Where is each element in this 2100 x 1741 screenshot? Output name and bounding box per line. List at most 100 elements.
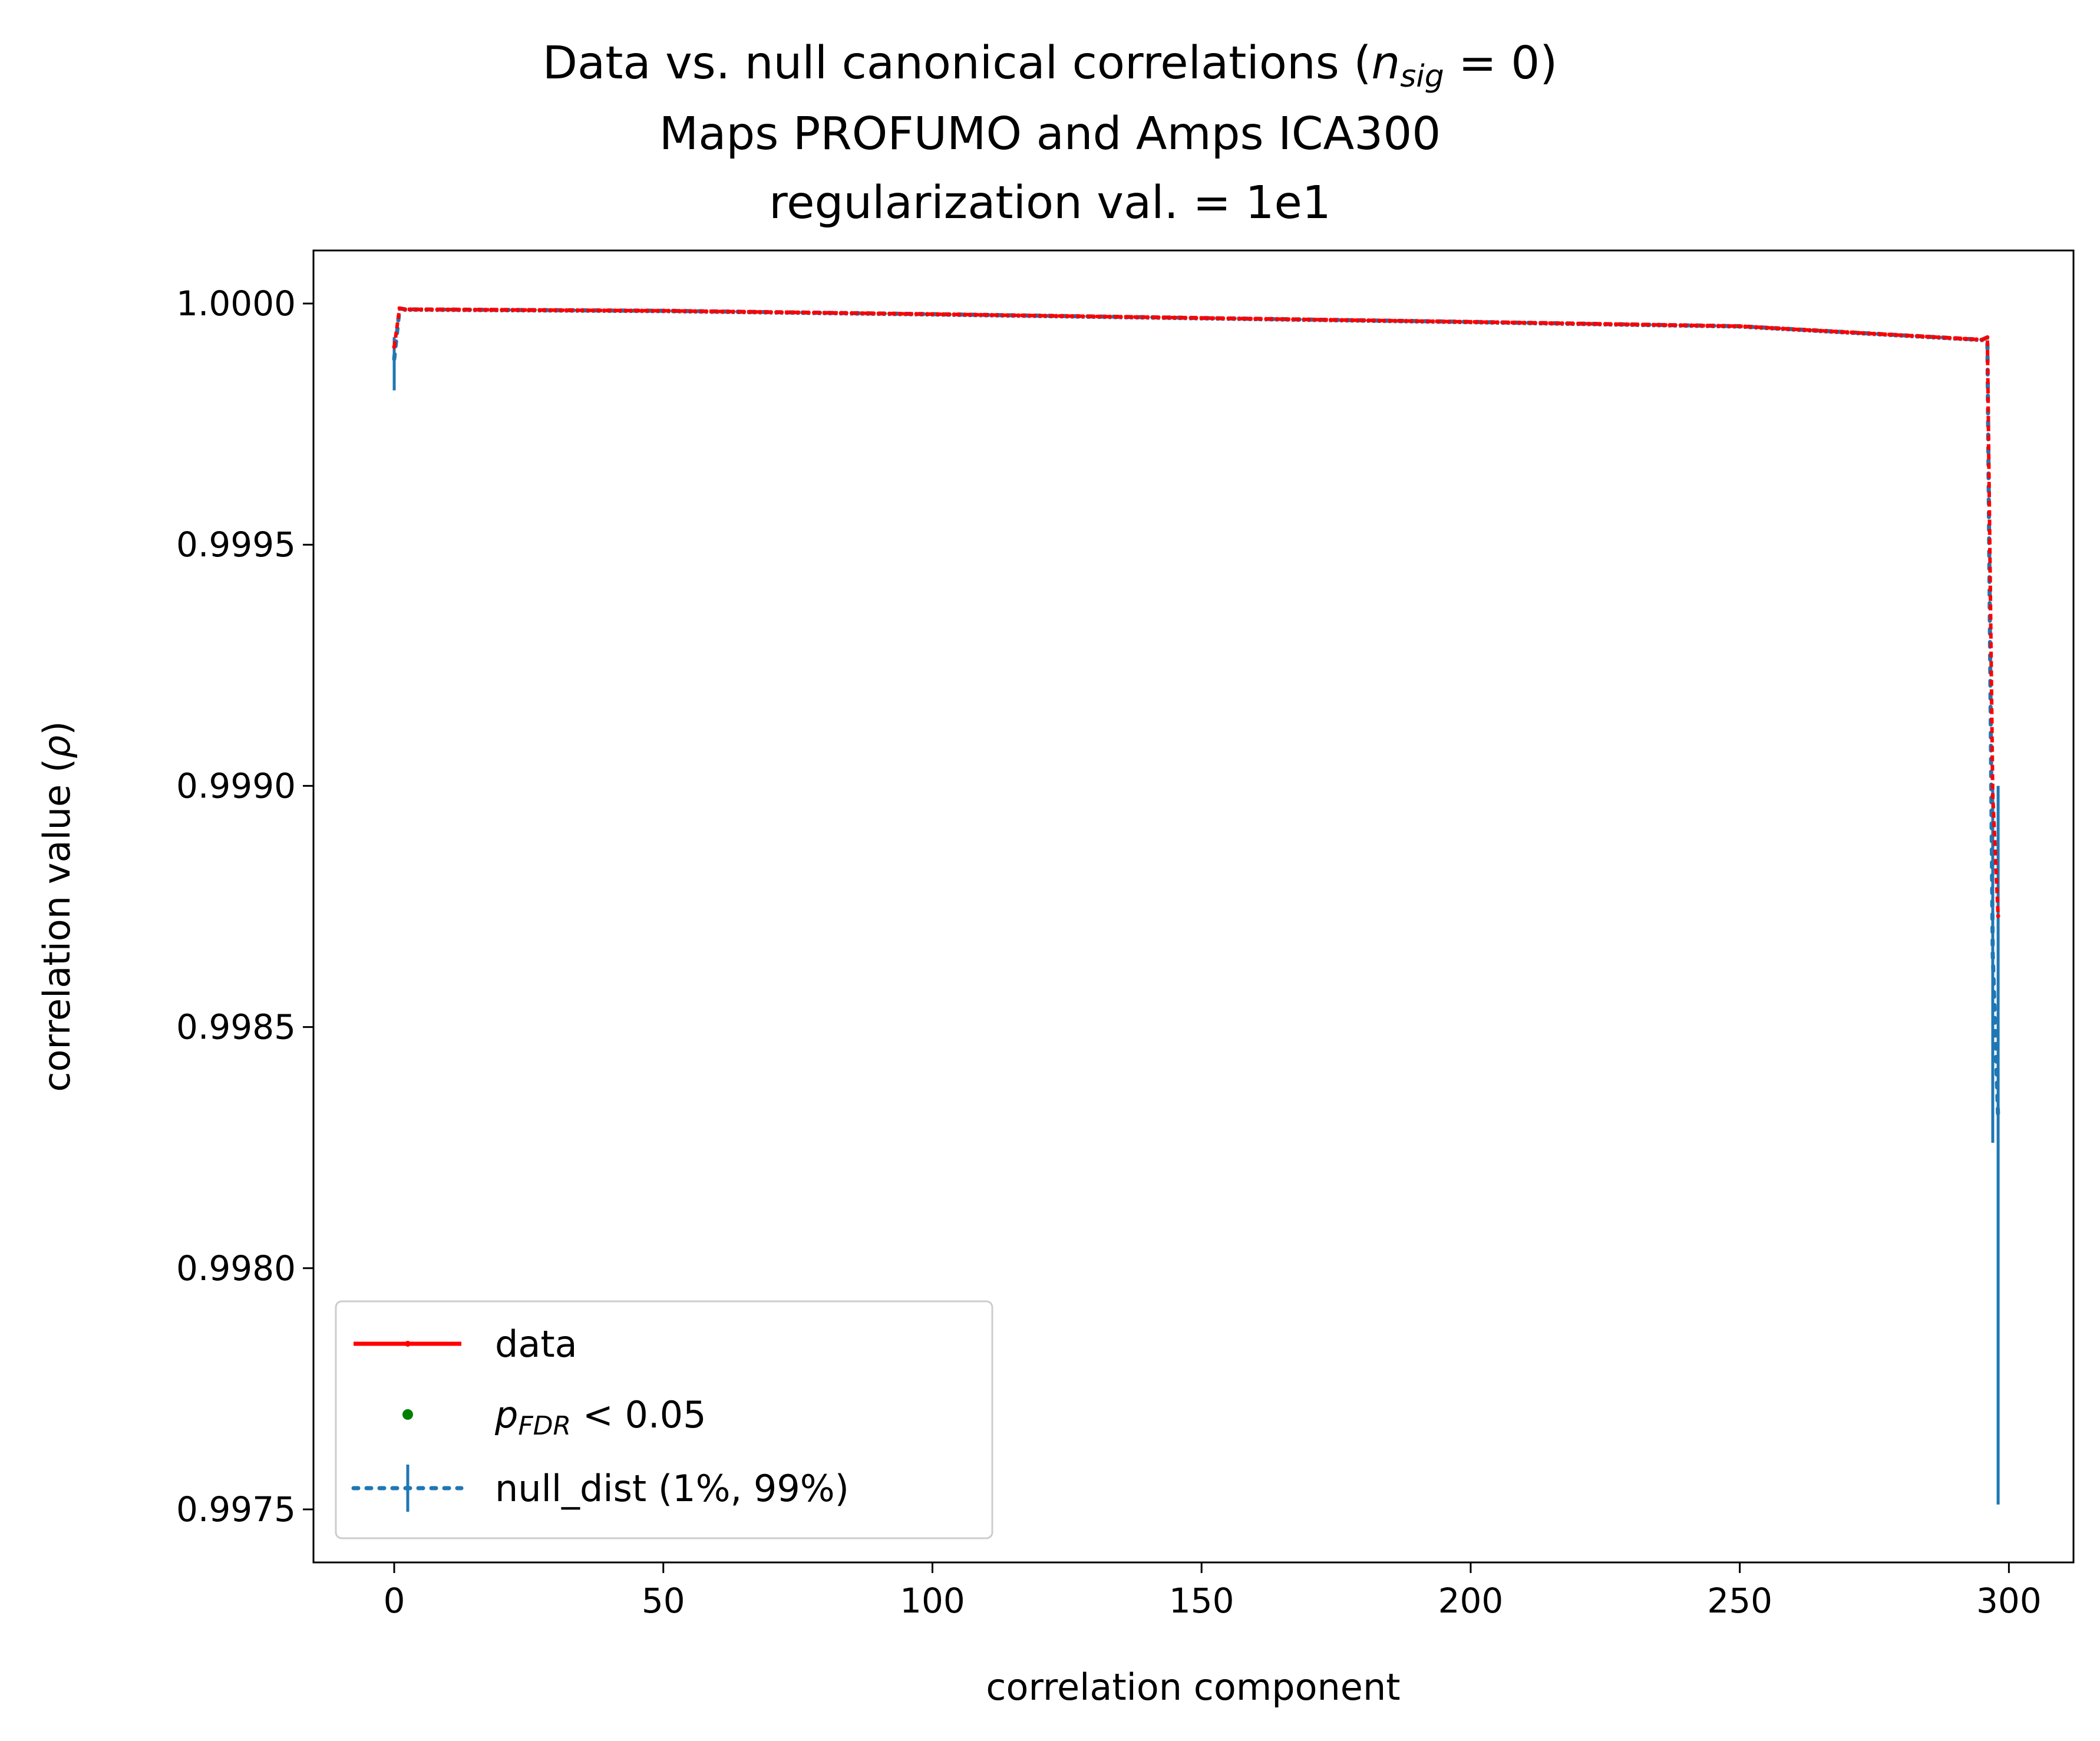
data-point [1608,322,1613,327]
data-point [1247,316,1252,321]
data-point [1759,325,1764,330]
y-tick-label: 0.9995 [176,525,296,565]
data-point [1527,321,1532,325]
data-point [823,311,827,315]
data-point [532,308,537,312]
data-point [941,312,946,316]
data-point [516,308,520,312]
data-point [1549,321,1554,325]
data-point [1570,321,1575,326]
data-point [968,312,972,317]
data-point [1092,314,1097,319]
data-point [661,308,666,313]
data-point [1769,326,1774,331]
data-point [828,311,833,315]
data-point [634,308,639,313]
data-point [1640,322,1645,327]
data-point [1285,317,1290,322]
data-point [1118,315,1123,319]
data-point [1786,327,1791,331]
data-point [909,312,913,316]
data-point [1436,319,1441,324]
data-point [494,308,499,312]
legend-entry-fdr: pFDR < 0.05 [402,1393,706,1441]
data-point [1404,319,1408,324]
data-point [1947,335,1952,340]
legend: data pFDR < 0.05 null_dist (1%, 99%) [335,1300,993,1539]
data-point [725,309,730,314]
data-point [1361,318,1365,323]
data-point [774,310,779,315]
data-point [1323,318,1328,322]
data-point [1102,314,1107,319]
y-tick-label: 0.9985 [176,1007,296,1047]
data-point [1016,313,1021,318]
data-point [1522,321,1527,325]
data-point [408,307,412,312]
data-point [1382,318,1387,323]
data-point [1781,327,1785,331]
data-point [1969,337,1973,341]
data-point [849,311,854,315]
data-point [1259,316,1263,321]
data-point [1894,332,1898,337]
data-point [1791,327,1796,332]
data-point [1345,318,1349,322]
data-point [1721,324,1726,328]
data-point [1479,319,1484,324]
data-point [1005,313,1010,318]
data-point [1996,914,2000,918]
data-point [1624,322,1629,327]
data-point [919,312,924,316]
data-point [752,309,757,314]
data-point [924,312,929,316]
data-point [704,309,709,314]
data-point [645,308,649,313]
legend-fdr-label: pFDR < 0.05 [494,1393,706,1441]
data-point [930,312,935,316]
data-point [586,308,590,313]
chart-title-line-3: regularization val. = 1e1 [769,177,1331,229]
data-point [1931,335,1936,339]
data-point [866,311,870,316]
data-point [795,310,800,315]
x-axis: 0 50 100 150 200 250 300 [384,1562,2042,1621]
data-point [1834,329,1839,334]
data-point [473,308,477,312]
data-point [1554,321,1559,325]
legend-fdr-rest: < 0.05 [571,1393,706,1436]
data-point [629,308,633,313]
data-point [952,312,956,317]
data-point [1113,314,1118,319]
data-point [1242,316,1247,321]
data-point [871,311,876,316]
data-point [742,309,747,314]
data-point [838,311,843,315]
data-point [1474,319,1478,324]
data-point [591,308,596,313]
data-point [505,308,510,312]
data-point [440,307,445,312]
data-point [758,309,762,314]
y-axis-label-suffix: ) [35,721,78,735]
data-point [488,308,493,312]
data-point [1097,314,1102,319]
data-point [1511,320,1516,325]
data-point [957,312,962,317]
data-point [1350,318,1355,322]
legend-fdr-marker [402,1409,413,1420]
data-point [1695,323,1699,328]
data-point [478,308,483,312]
title-math-rest: = 0) [1444,37,1558,90]
data-point [1302,317,1306,322]
data-point [1920,334,1925,339]
legend-data-label: data [495,1323,577,1366]
data-point [1845,330,1850,335]
data-point [510,308,515,312]
data-point [1032,314,1037,318]
legend-fdr-var: p [494,1393,518,1436]
data-point [1635,322,1640,327]
data-point [936,312,940,316]
data-point [1441,319,1446,324]
data-point [1334,318,1339,322]
